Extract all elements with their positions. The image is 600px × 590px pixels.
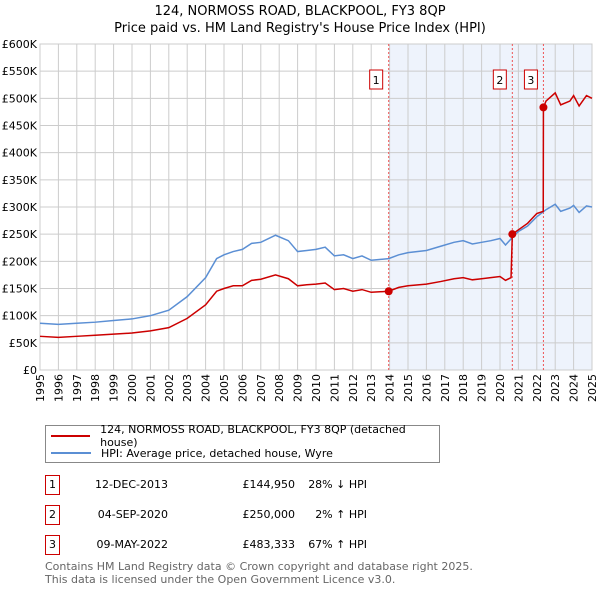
- legend-swatch: [51, 435, 91, 437]
- footer: Contains HM Land Registry data © Crown c…: [45, 560, 473, 586]
- y-tick-label: £550K: [2, 65, 38, 78]
- x-tick-label: 2014: [384, 374, 397, 402]
- sale-marker-label: 1: [373, 74, 380, 87]
- sale-date: 04-SEP-2020: [97, 508, 168, 521]
- y-tick-label: £200K: [2, 255, 38, 268]
- legend-label: HPI: Average price, detached house, Wyre: [101, 446, 333, 460]
- x-tick-label: 2009: [292, 374, 305, 402]
- sale-hpi-diff: 28% ↓ HPI: [308, 478, 367, 491]
- sale-marker-label: 2: [496, 74, 503, 87]
- sale-point: [384, 287, 393, 296]
- x-tick-label: 1998: [89, 374, 102, 402]
- x-tick-label: 2016: [420, 374, 433, 402]
- x-tick-label: 2023: [549, 374, 562, 402]
- legend-label: 124, NORMOSS ROAD, BLACKPOOL, FY3 8QP (d…: [100, 423, 406, 449]
- series-line: [39, 203, 593, 326]
- x-tick-label: 2021: [512, 374, 525, 402]
- sale-point: [539, 103, 548, 112]
- footer-line: Contains HM Land Registry data © Crown c…: [45, 560, 473, 573]
- legend-item-hpi: HPI: Average price, detached house, Wyre: [46, 445, 333, 461]
- sale-marker-label: 2: [45, 505, 60, 525]
- series-line: [39, 91, 593, 339]
- sale-price: £144,950: [242, 478, 296, 491]
- x-tick-label: 2017: [439, 374, 452, 402]
- x-tick-label: 1996: [52, 374, 65, 402]
- sale-marker-label: 1: [45, 475, 60, 495]
- y-tick-label: £100K: [2, 310, 38, 323]
- y-tick-label: £250K: [2, 228, 38, 241]
- x-tick-label: 2006: [236, 374, 249, 402]
- sale-row: 3 09-MAY-2022 £483,333 67% ↑ HPI: [45, 535, 465, 555]
- x-tick-label: 2020: [494, 374, 507, 402]
- x-tick-label: 2013: [365, 374, 378, 402]
- x-tick-label: 1999: [108, 374, 121, 402]
- x-tick-label: 1997: [71, 374, 84, 402]
- sale-row: 1 12-DEC-2013 £144,950 28% ↓ HPI: [45, 475, 465, 495]
- x-tick-label: 2008: [273, 374, 286, 402]
- x-tick-label: 2010: [310, 374, 323, 402]
- y-tick-label: £500K: [2, 92, 38, 105]
- chart-title: 124, NORMOSS ROAD, BLACKPOOL, FY3 8QP: [154, 4, 446, 19]
- legend-item-property: 124, NORMOSS ROAD, BLACKPOOL, FY3 8QP (d…: [46, 423, 439, 449]
- y-tick-label: £350K: [2, 174, 38, 187]
- x-tick-label: 2011: [328, 374, 341, 402]
- y-tick-label: £600K: [2, 38, 38, 51]
- sale-price: £250,000: [242, 508, 296, 521]
- x-tick-label: 2005: [218, 374, 231, 402]
- x-tick-label: 2007: [255, 374, 268, 402]
- sale-hpi-diff: 2% ↑ HPI: [315, 508, 367, 521]
- y-tick-label: £300K: [2, 201, 38, 214]
- sale-row: 2 04-SEP-2020 £250,000 2% ↑ HPI: [45, 505, 465, 525]
- x-tick-label: 2024: [568, 374, 581, 402]
- x-tick-label: 1995: [34, 374, 47, 402]
- chart-subtitle: Price paid vs. HM Land Registry's House …: [114, 21, 486, 36]
- legend-swatch: [51, 452, 91, 454]
- x-tick-label: 2025: [586, 374, 599, 402]
- x-tick-label: 2012: [347, 374, 360, 402]
- sale-marker-label: 3: [527, 74, 534, 87]
- legend: 124, NORMOSS ROAD, BLACKPOOL, FY3 8QP (d…: [45, 423, 440, 463]
- plot-area: 1995 1996 1997 1998 1999 2000 2001 2002 2003 2004…: [2, 38, 599, 402]
- sale-hpi-diff: 67% ↑ HPI: [308, 538, 367, 551]
- sale-date: 09-MAY-2022: [96, 538, 168, 551]
- y-tick-label: £0: [23, 364, 37, 377]
- x-tick-label: 2002: [163, 374, 176, 402]
- x-tick-label: 2018: [457, 374, 470, 402]
- y-tick-label: £150K: [2, 283, 38, 296]
- x-tick-label: 2015: [402, 374, 415, 402]
- sale-point: [508, 230, 517, 239]
- y-tick-label: £50K: [9, 337, 38, 350]
- sale-price: £483,333: [242, 538, 296, 551]
- sale-marker-box: [492, 69, 507, 90]
- sale-marker-label: 3: [45, 535, 60, 555]
- x-tick-label: 2022: [531, 374, 544, 402]
- footer-line: This data is licensed under the Open Gov…: [45, 573, 396, 586]
- x-tick-label: 2019: [476, 374, 489, 402]
- sale-date: 12-DEC-2013: [94, 478, 168, 491]
- y-tick-label: £450K: [2, 120, 38, 133]
- x-tick-label: 2001: [144, 374, 157, 402]
- sale-marker-box: [523, 69, 538, 90]
- x-tick-label: 2004: [200, 374, 213, 402]
- sale-marker-box: [369, 69, 384, 90]
- x-tick-label: 2000: [126, 374, 139, 402]
- y-tick-label: £400K: [2, 147, 38, 160]
- x-tick-label: 2003: [181, 374, 194, 402]
